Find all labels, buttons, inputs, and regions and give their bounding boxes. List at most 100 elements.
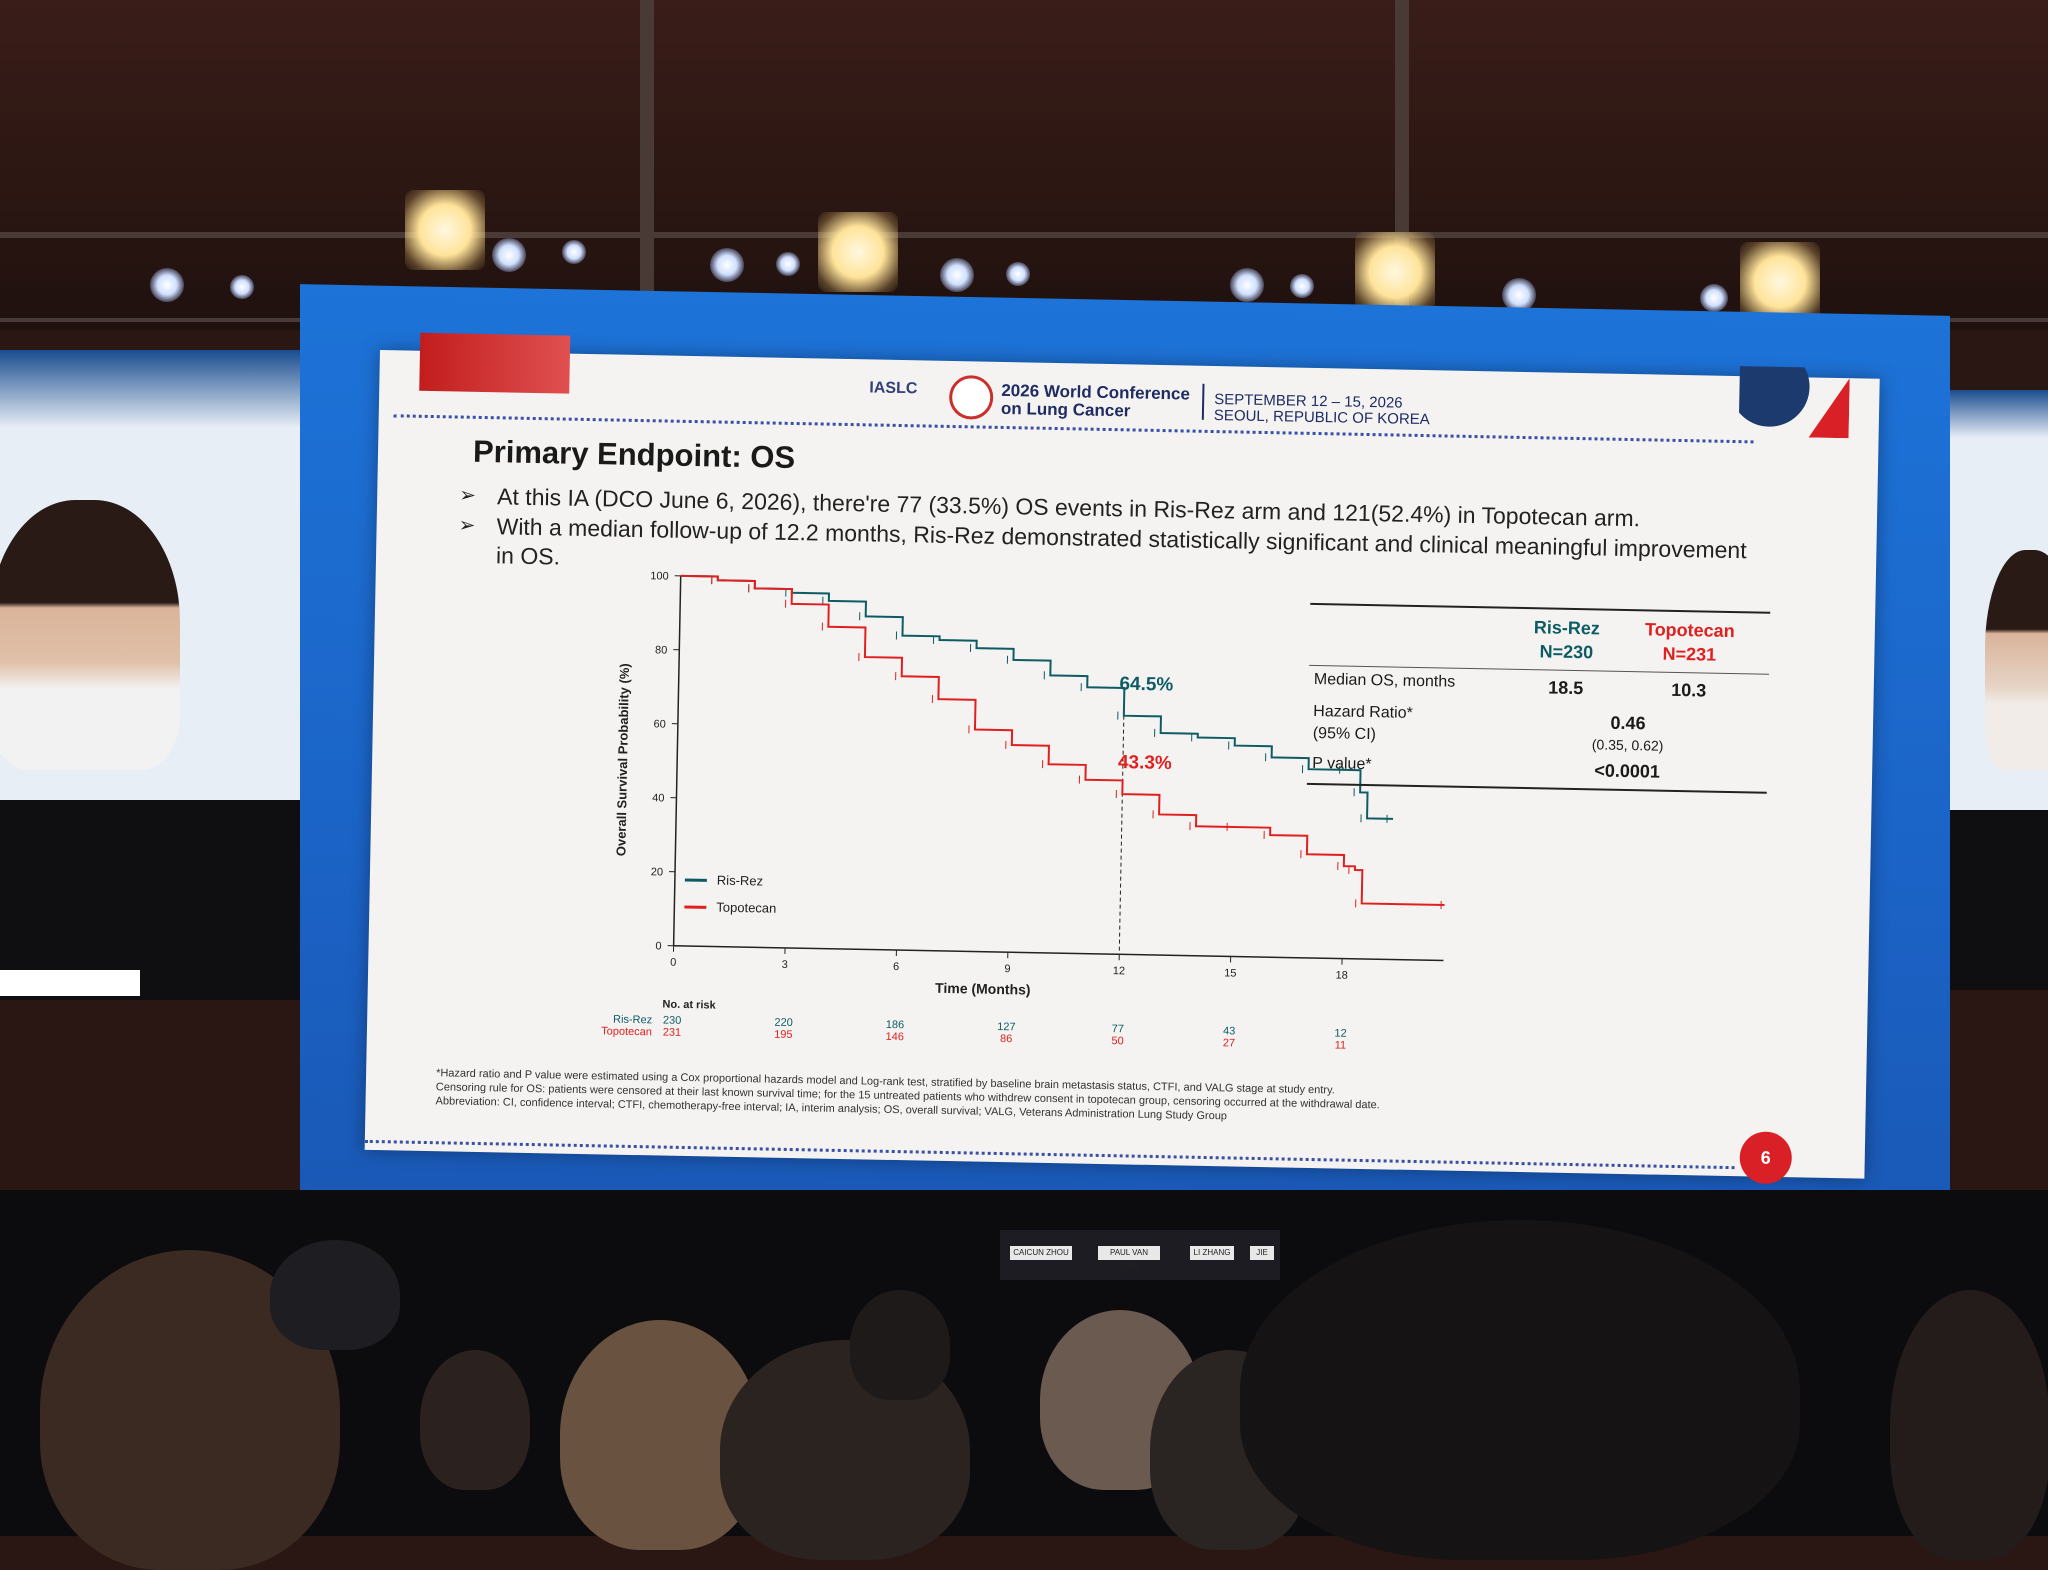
risk-count: 11 (1335, 1039, 1347, 1051)
x-tick-label: 9 (1004, 963, 1010, 975)
risk-count: 127 (997, 1021, 1016, 1033)
risk-count: 186 (886, 1019, 905, 1031)
presentation-slide: IASLC 2026 World Conference on Lung Canc… (365, 350, 1880, 1179)
percent-annotation: 64.5% (1119, 674, 1173, 696)
risk-count: 12 (1334, 1027, 1346, 1039)
risk-count: 220 (774, 1017, 793, 1029)
panel-table: CAICUN ZHOU PAUL VAN SCHIL LI ZHANG JIE (1000, 1230, 1280, 1280)
date-line2: SEOUL, REPUBLIC OF KOREA (1214, 408, 1430, 428)
slide-corner-decoration-right (1739, 366, 1850, 438)
y-axis-line (674, 576, 681, 946)
audience-head-foreground (1240, 1220, 1800, 1560)
spot-light (940, 258, 974, 292)
stage-light (1740, 242, 1820, 322)
row-p-value: <0.0001 (1547, 759, 1707, 783)
audience-head (420, 1350, 530, 1490)
name-plate: JIE (1250, 1246, 1274, 1260)
left-side-screen (0, 350, 330, 1000)
row-hr-label: Hazard Ratio* (1313, 703, 1413, 723)
spot-light (1230, 268, 1264, 302)
spot-light (1006, 262, 1030, 286)
risk-row-label: Topotecan (601, 1025, 652, 1038)
spot-light (710, 248, 744, 282)
speaker-closeup (1985, 550, 2048, 770)
audience-phone (270, 1240, 400, 1350)
slide-corner-decoration (419, 333, 570, 394)
y-tick-label: 40 (652, 792, 664, 804)
spot-light (492, 238, 526, 272)
spot-light (230, 275, 254, 299)
risk-count: 0 (1449, 1042, 1451, 1054)
x-tick-label: 0 (670, 957, 676, 969)
conference-date: SEPTEMBER 12 – 15, 2026 SEOUL, REPUBLIC … (1214, 392, 1430, 428)
speaker-woman (0, 500, 180, 770)
risk-count: 0 (1449, 1030, 1451, 1042)
risk-count: 77 (1112, 1023, 1124, 1035)
survival-curve-risrez (676, 576, 1397, 819)
risk-count: 50 (1111, 1035, 1123, 1047)
legend-label: Topotecan (716, 900, 776, 916)
name-caption (0, 970, 140, 996)
spot-light (562, 240, 586, 264)
row-median-os-label: Median OS, months (1314, 671, 1456, 692)
risk-count: 86 (1000, 1033, 1012, 1045)
table-top-rule (1310, 603, 1770, 614)
y-tick-label: 60 (653, 718, 665, 730)
row-hr-ci-label: (95% CI) (1313, 725, 1376, 744)
percent-annotation: 43.3% (1118, 752, 1172, 774)
spot-light (1290, 274, 1314, 298)
name-plate: PAUL VAN SCHIL (1098, 1246, 1160, 1260)
y-tick-label: 0 (655, 940, 661, 952)
spot-light (150, 268, 184, 302)
arrow-bullet-icon: ➢ (459, 482, 476, 511)
risk-table-header: No. at risk (662, 999, 716, 1012)
risk-count: 195 (774, 1029, 793, 1041)
x-tick-label: 12 (1113, 965, 1125, 977)
col-risrez-n: N=230 (1521, 641, 1611, 664)
x-axis-title: Time (Months) (935, 980, 1031, 998)
legend-label: Ris-Rez (717, 873, 764, 889)
audience-head (1890, 1290, 2048, 1560)
arrow-bullet-icon: ➢ (458, 512, 475, 541)
col-risrez-name: Ris-Rez (1522, 617, 1612, 640)
risk-count: 27 (1223, 1037, 1235, 1049)
col-topotecan-name: Topotecan (1630, 619, 1750, 642)
stage-light (405, 190, 485, 270)
x-tick-label: 3 (782, 959, 788, 971)
risk-count: 146 (885, 1031, 904, 1043)
header-divider (1202, 384, 1205, 420)
footnotes: *Hazard ratio and P value were estimated… (435, 1066, 1636, 1131)
spot-light (776, 252, 800, 276)
slide-title: Primary Endpoint: OS (473, 434, 796, 476)
y-tick-label: 80 (655, 644, 667, 656)
table-bottom-rule (1307, 783, 1767, 794)
audience-head (850, 1290, 950, 1400)
name-plate: CAICUN ZHOU (1010, 1246, 1072, 1260)
col-topotecan-n: N=231 (1629, 643, 1749, 666)
lighting-truss (0, 232, 2048, 238)
spot-light (1700, 284, 1728, 312)
y-tick-label: 100 (650, 570, 669, 582)
conference-line2: on Lung Cancer (1001, 400, 1190, 422)
row-median-os-risrez: 18.5 (1521, 677, 1611, 700)
row-hr-value: 0.46 (1548, 711, 1708, 735)
x-axis-line (674, 946, 1451, 961)
name-plate: LI ZHANG (1190, 1246, 1234, 1260)
x-tick-label: 6 (893, 961, 899, 973)
row-hr-ci: (0.35, 0.62) (1548, 735, 1708, 754)
row-median-os-topotecan: 10.3 (1629, 679, 1749, 702)
y-axis-title: Overall Survival Probability (%) (613, 663, 632, 856)
x-tick-label: 15 (1224, 967, 1236, 979)
conference-name: 2026 World Conference on Lung Cancer (1001, 382, 1190, 422)
risk-row-label: Ris-Rez (613, 1014, 652, 1027)
stage-light (818, 212, 898, 292)
risk-count: 230 (663, 1015, 682, 1027)
page-number-badge: 6 (1739, 1131, 1792, 1184)
iaslc-logo: IASLC (869, 379, 917, 398)
results-table: Ris-Rez N=230 Topotecan N=231 Median OS,… (1306, 603, 1770, 812)
x-tick-label: 18 (1336, 969, 1348, 981)
conference-seal-icon (949, 375, 994, 420)
risk-count: 231 (663, 1027, 682, 1039)
x-tick-label: 21 (1447, 972, 1451, 984)
risk-count: 43 (1223, 1025, 1235, 1037)
